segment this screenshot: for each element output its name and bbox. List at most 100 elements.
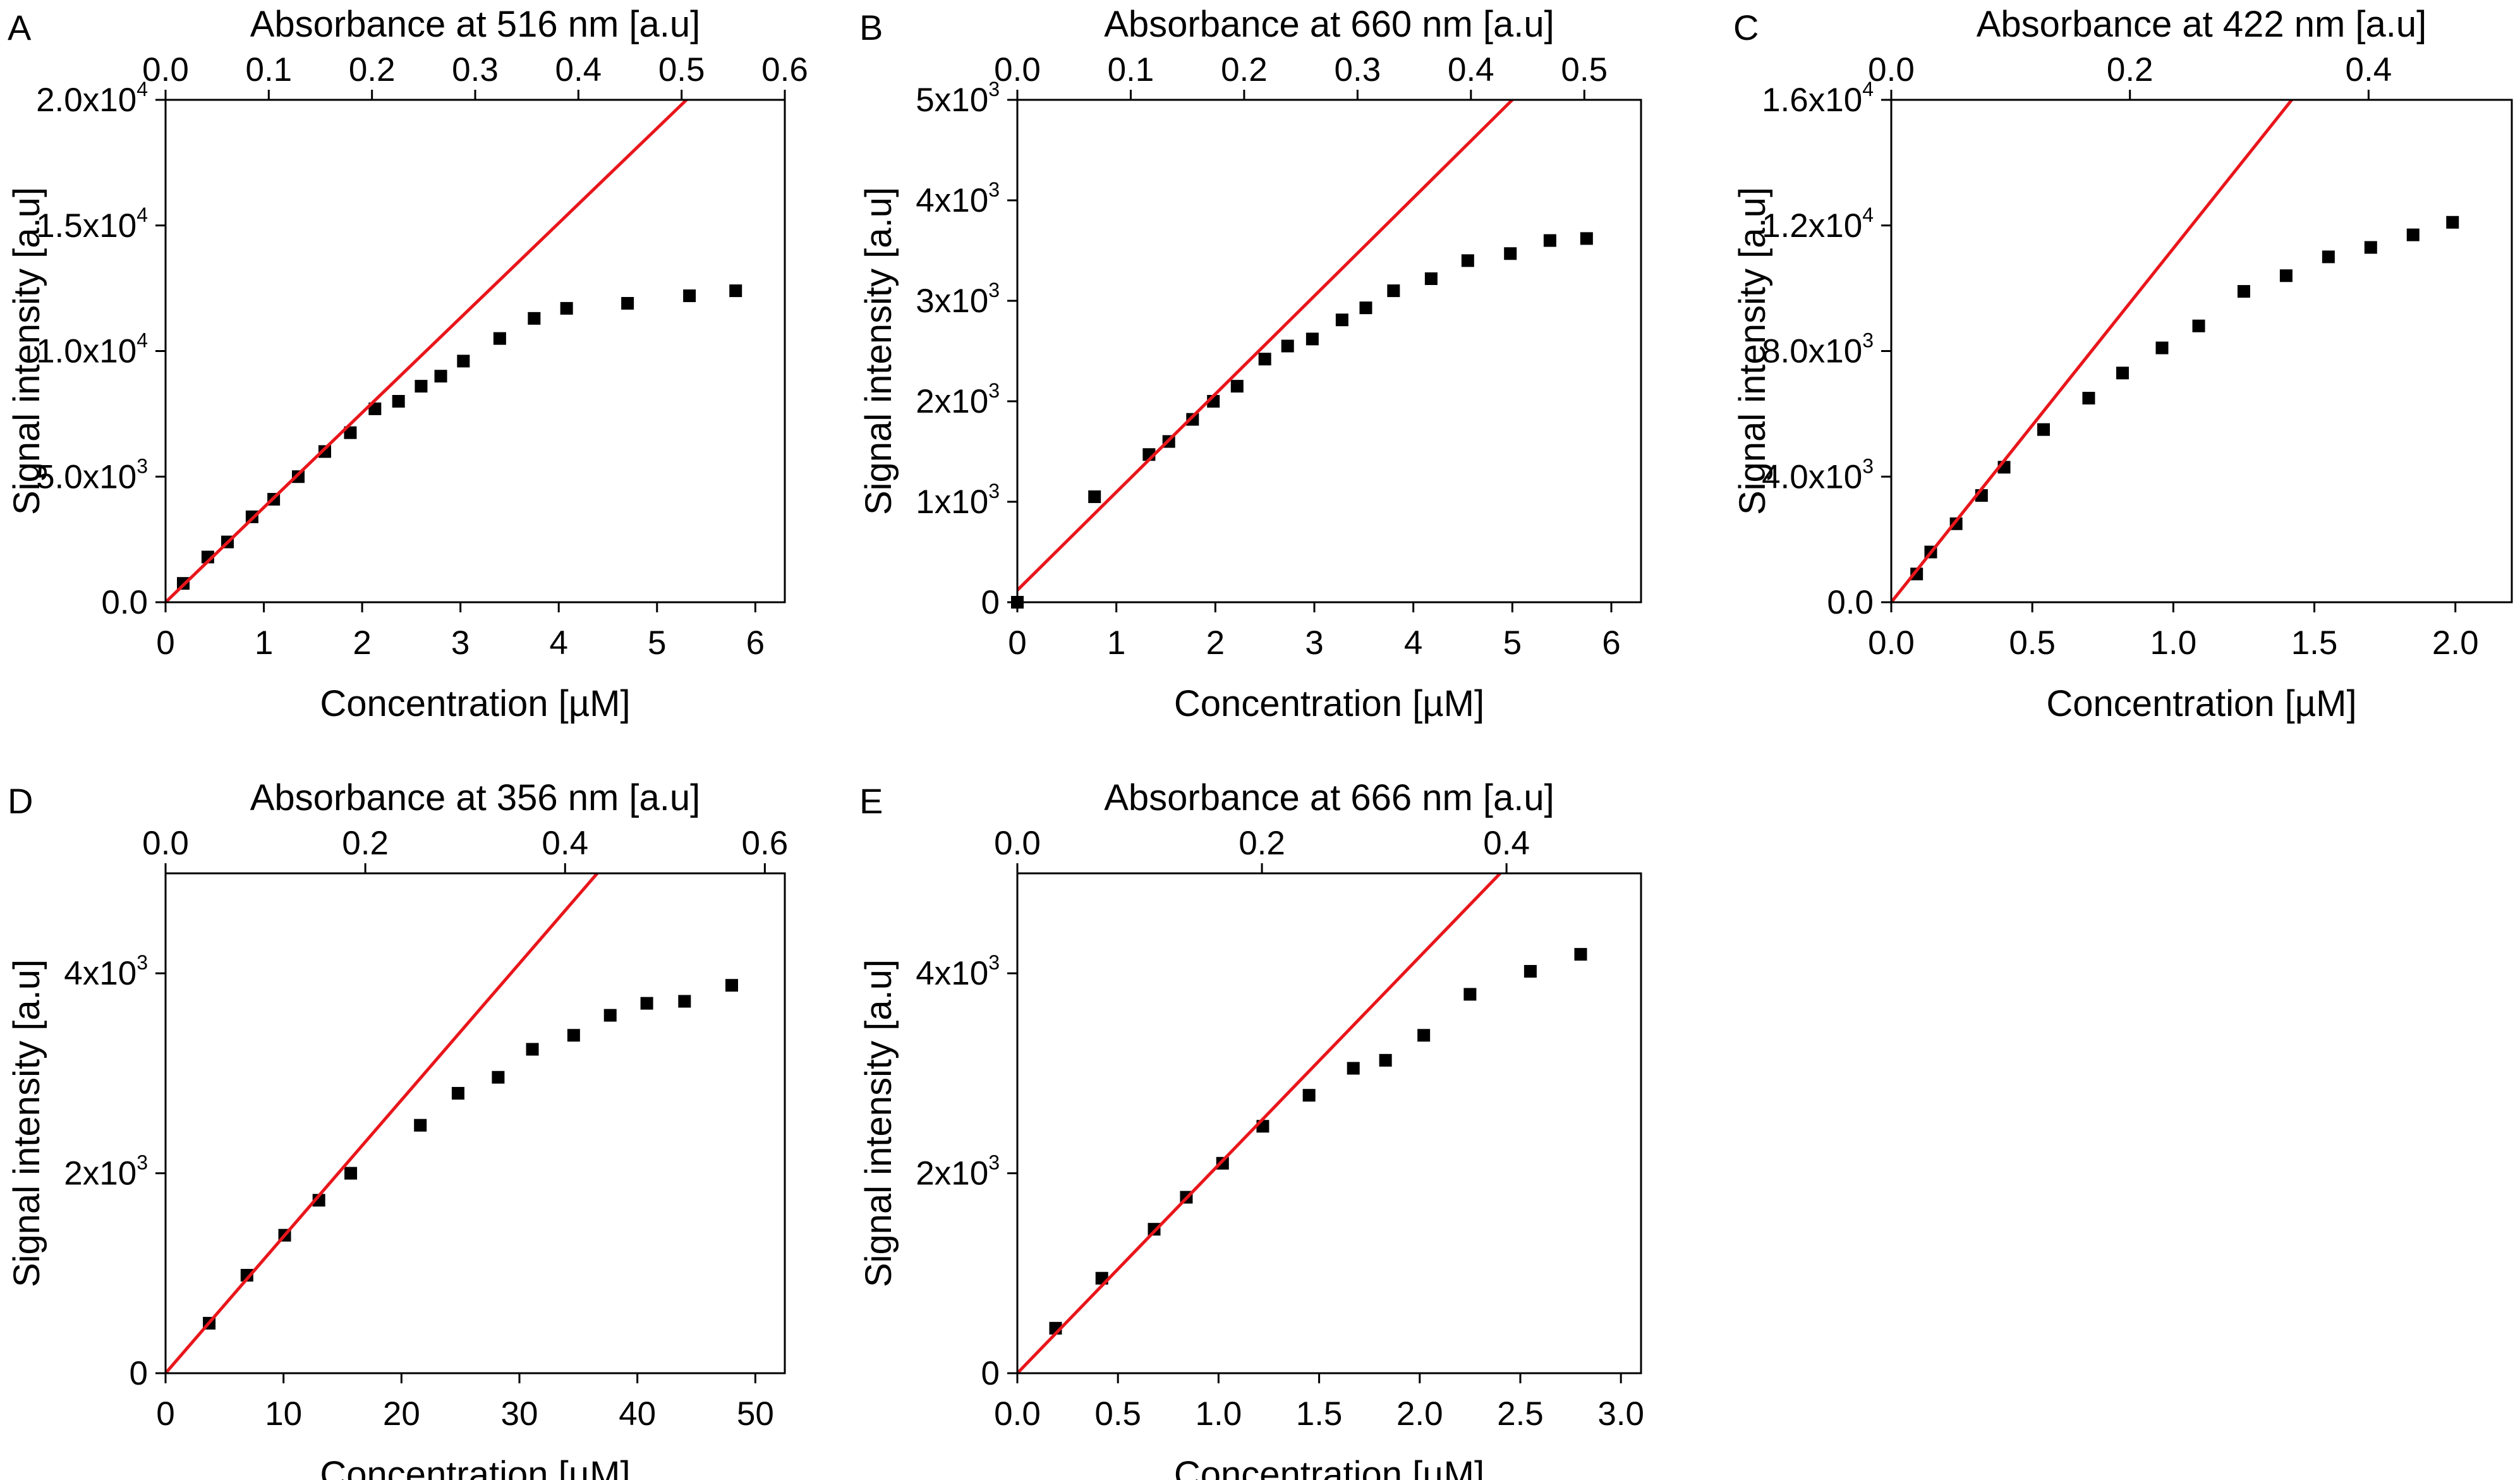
y-tick-label: 8.0x103 bbox=[1762, 329, 1874, 370]
data-point bbox=[621, 296, 634, 310]
data-point bbox=[1461, 254, 1474, 267]
data-point bbox=[1302, 1089, 1316, 1102]
top-tick-label: 0.4 bbox=[2346, 51, 2392, 88]
data-point bbox=[1305, 332, 1319, 346]
y-tick-exponent: 3 bbox=[136, 454, 148, 477]
data-point bbox=[1910, 567, 1923, 581]
y-tick-mantissa: 1.5x10 bbox=[36, 207, 136, 245]
y-tick-mantissa: 0.0 bbox=[1827, 584, 1874, 621]
top-tick-label: 0.0 bbox=[142, 51, 189, 88]
chart-panel-a: A Absorbance at 516 nm [a.u] Concentration… bbox=[6, 4, 808, 724]
top-tick-label: 0.2 bbox=[1239, 825, 1285, 862]
x-tick-label: 2.0 bbox=[2432, 624, 2479, 662]
data-point bbox=[1424, 272, 1438, 286]
plot-frame bbox=[1016, 99, 1642, 604]
y-tick-mantissa: 2.0x10 bbox=[36, 82, 136, 119]
x-tick-label: 5 bbox=[1503, 624, 1522, 662]
y-axis-title: Signal intensity [a.u] bbox=[858, 187, 899, 515]
y-tick-label: 1x103 bbox=[916, 480, 1000, 521]
top-tick-label: 0.5 bbox=[658, 51, 705, 88]
y-tick-mantissa: 5x10 bbox=[916, 82, 988, 119]
y-axis-title: Signal intensity [a.u] bbox=[858, 959, 899, 1287]
data-point bbox=[1230, 380, 1244, 393]
y-tick-label: 1.6x104 bbox=[1762, 78, 1874, 119]
y-tick-mantissa: 4x10 bbox=[64, 955, 136, 992]
y-tick-label: 0 bbox=[130, 1355, 148, 1392]
y-tick-exponent: 4 bbox=[136, 329, 148, 352]
panel-letter: A bbox=[8, 8, 32, 47]
top-tick-label: 0.2 bbox=[342, 825, 389, 862]
x-tick-label: 0.5 bbox=[2009, 624, 2056, 662]
top-tick-label: 0.4 bbox=[555, 51, 602, 88]
panel-letter: E bbox=[859, 781, 883, 821]
y-tick-exponent: 4 bbox=[136, 78, 148, 100]
data-point bbox=[526, 1043, 539, 1056]
top-tick-label: 0.0 bbox=[994, 51, 1041, 88]
y-tick-label: 5.0x103 bbox=[36, 454, 148, 495]
top-tick-label: 0.5 bbox=[1561, 51, 1608, 88]
data-point bbox=[2322, 250, 2335, 264]
data-point bbox=[292, 470, 305, 483]
y-tick-exponent: 4 bbox=[1862, 203, 1874, 226]
data-point bbox=[678, 995, 691, 1008]
y-tick-mantissa: 4x10 bbox=[916, 955, 988, 992]
y-tick-mantissa: 4.0x10 bbox=[1762, 458, 1862, 495]
top-tick-label: 0.4 bbox=[1483, 825, 1530, 862]
y-tick-mantissa: 1.6x10 bbox=[1762, 82, 1862, 119]
data-point bbox=[392, 395, 405, 408]
y-tick-exponent: 4 bbox=[136, 203, 148, 226]
x-tick-label: 20 bbox=[383, 1395, 420, 1433]
x-tick-label: 50 bbox=[737, 1395, 774, 1433]
fit-line bbox=[1017, 100, 1514, 591]
y-tick-mantissa: 0.0 bbox=[101, 584, 148, 621]
fit-line bbox=[1017, 873, 1501, 1373]
data-point bbox=[1504, 247, 1517, 260]
y-axis-title: Signal intensity [a.u] bbox=[6, 187, 47, 515]
data-point bbox=[2082, 392, 2095, 405]
data-point bbox=[1186, 413, 1199, 426]
y-tick-exponent: 3 bbox=[988, 1151, 1000, 1174]
data-point bbox=[1335, 313, 1348, 327]
x-tick-label: 0 bbox=[156, 1395, 174, 1433]
data-point bbox=[318, 445, 331, 458]
y-tick-label: 0.0 bbox=[101, 584, 148, 621]
y-tick-label: 4.0x103 bbox=[1762, 454, 1874, 495]
y-tick-exponent: 3 bbox=[136, 951, 148, 974]
y-tick-mantissa: 1x10 bbox=[916, 483, 988, 521]
top-tick-label: 0.0 bbox=[1868, 51, 1915, 88]
y-tick-label: 1.2x104 bbox=[1762, 203, 1874, 245]
data-point bbox=[2237, 285, 2250, 298]
data-point bbox=[344, 426, 357, 439]
y-tick-exponent: 3 bbox=[988, 178, 1000, 201]
x-tick-label: 4 bbox=[549, 624, 567, 662]
data-point bbox=[1463, 988, 1477, 1001]
x-tick-label: 30 bbox=[501, 1395, 538, 1433]
data-point bbox=[729, 284, 742, 298]
x-tick-label: 0 bbox=[1008, 624, 1026, 662]
y-tick-mantissa: 3x10 bbox=[916, 282, 988, 320]
x-tick-label: 1.5 bbox=[2291, 624, 2338, 662]
plot-frame bbox=[164, 872, 786, 1374]
data-point bbox=[603, 1009, 617, 1022]
y-tick-label: 0 bbox=[981, 584, 1000, 621]
y-tick-exponent: 4 bbox=[1862, 78, 1874, 100]
x-tick-label: 2.5 bbox=[1497, 1395, 1544, 1433]
plot-frame bbox=[1016, 872, 1642, 1374]
data-point bbox=[451, 1087, 464, 1100]
top-tick-label: 0.4 bbox=[1448, 51, 1494, 88]
panel-letter: B bbox=[859, 8, 883, 47]
data-point bbox=[368, 402, 382, 415]
x-tick-label: 1 bbox=[1107, 624, 1125, 662]
y-tick-mantissa: 1.2x10 bbox=[1762, 207, 1862, 245]
y-tick-label: 1.0x104 bbox=[36, 329, 148, 370]
data-point bbox=[1281, 339, 1294, 353]
y-tick-label: 0 bbox=[981, 1355, 1000, 1392]
fit-line bbox=[166, 100, 688, 602]
panel-letter: D bbox=[8, 781, 33, 821]
x-tick-label: 1.0 bbox=[2150, 624, 2197, 662]
data-point bbox=[1088, 490, 1101, 504]
x-tick-label: 6 bbox=[746, 624, 765, 662]
x-tick-label: 0.0 bbox=[1868, 624, 1915, 662]
y-tick-label: 3x103 bbox=[916, 279, 1000, 320]
